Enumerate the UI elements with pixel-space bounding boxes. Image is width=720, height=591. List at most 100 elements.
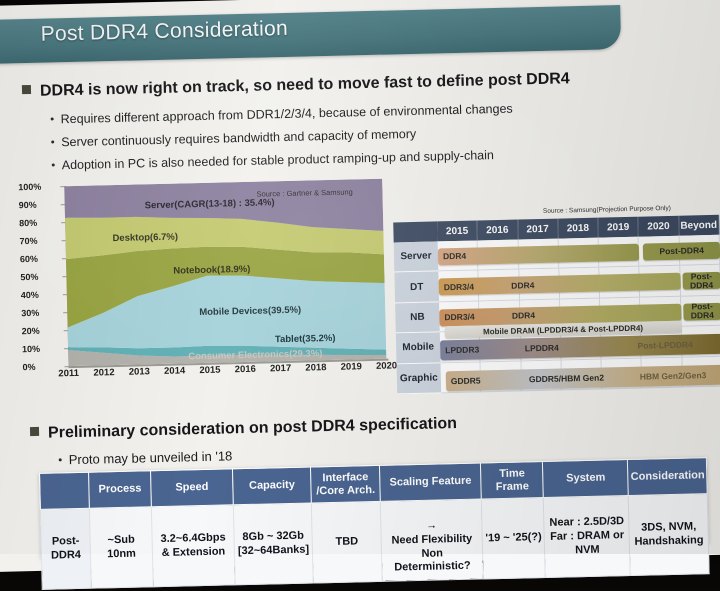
spec-header-time-frame: Time Frame [480,461,544,500]
stacked-area-svg [64,178,387,367]
chart-plot-area [64,178,387,367]
roadmap-bar-dt-1: Post- DDR4 [682,271,720,290]
chart-ytick [64,366,70,368]
chart-xtick-label: 2012 [93,367,115,379]
roadmap-corner-cell [393,221,438,243]
chart-xtick-label: 2020 [375,360,398,372]
spec-header-process: Process [88,470,152,509]
roadmap-col-header-2018: 2018 [558,217,599,239]
area-series-consumer-electronics-29-3 [68,349,387,367]
chart-ytick-label: 80% [19,217,38,229]
spec-cell-scaling-feature: → Need Flexibility Non Deterministic? [380,499,484,582]
roadmap-bar-label: Post-DDR4 [690,302,715,321]
spec-cell-capacity: 8Gb ~ 32Gb [32~64Banks] [233,503,314,585]
dot-bullet-icon [51,140,55,144]
roadmap-bar-label: HBM Gen2/Gen3 [639,369,707,382]
chart-xtick-label: 2014 [163,365,186,377]
spec-header-scaling-feature: Scaling Feature [379,462,482,502]
spec-cell-speed: 3.2~6.4Gbps & Extension [151,505,236,587]
spec-cell-process: ~Sub 10nm [89,507,154,589]
roadmap-bar-label: Post-LPDDR4 [637,339,693,352]
chart-ytick-label: 0% [22,361,36,373]
roadmap-bar-nb-1: Post- DDR4 [682,302,720,321]
spec-header-blank [39,472,90,510]
section1-bullet-2: Server continuously requires bandwidth a… [51,127,416,150]
roadmap-col-header-2019: 2019 [598,216,640,238]
roadmap-bar-label: GDDR5 [450,375,481,386]
dot-bullet-icon [51,163,55,167]
chart-ytick-label: 10% [21,343,41,355]
area-label-notebook: Notebook(18.9%) [173,263,251,277]
roadmap-bar-label: DDR3/4 [443,281,475,292]
area-label-tablet: Tablet(35.2%) [274,332,336,346]
chart-ytick-label: 40% [20,289,39,301]
chart-xtick-label: 2019 [340,361,362,373]
dot-bullet-icon [58,458,62,462]
roadmap-col-header-2020: 2020 [638,215,680,237]
chart-ytick-label: 20% [21,325,40,337]
roadmap-col-header-2017: 2017 [517,218,559,240]
area-series-mobile-devices-39-5 [67,275,387,350]
chart-ytick-label: 70% [19,235,38,247]
area-series-tablet-35-2 [68,345,387,357]
chart-ytick-label: 60% [19,253,39,265]
section2-bullet-1: Proto may be unveiled in '18 [58,448,232,467]
dram-roadmap-table: Source : Samsung(Projection Purpose Only… [393,205,720,395]
spec-header-speed: Speed [150,468,234,508]
roadmap-bar-label: DDR4 [511,310,536,321]
roadmap-row-label-nb: NB [395,302,440,334]
roadmap-source-note: Source : Samsung(Projection Purpose Only… [542,204,671,215]
spec-header-capacity: Capacity [232,466,312,506]
spec-header-system: System [542,459,629,498]
spec-cell-name: Post- DDR4 [40,508,92,590]
chart-xtick-label: 2016 [234,363,256,376]
area-label-desktop: Desktop(6.7%) [112,231,179,245]
area-series-desktop-6-7 [65,216,384,260]
chart-xtick-label: 2017 [269,362,292,375]
square-bullet-icon [21,84,32,95]
chart-ytick-label: 50% [20,271,39,283]
spec-cell-consideration: 3DS, NVM, Handshaking [628,493,710,576]
roadmap-row-label-dt: DT [394,271,440,304]
chart-ytick-label: 90% [18,199,37,211]
roadmap-row-label-graphic: Graphic [396,362,442,395]
section1-heading: DDR4 is now right on track, so need to m… [21,70,570,101]
area-series-server-cagr-13-18-35-4 [64,178,384,231]
dot-bullet-icon [50,117,54,121]
section1-bullet-1: Requires different approach from DDR1/2/… [50,102,513,127]
roadmap-col-header-2016: 2016 [477,219,519,241]
roadmap-row-label-mobile: Mobile [395,332,441,365]
section2-heading: Preliminary consideration on post DDR4 s… [29,415,457,443]
chart-xtick-label: 2013 [128,366,151,378]
square-bullet-icon [29,426,40,437]
roadmap-bar-label: Post-DDR4 [659,244,704,256]
roadmap-bar-label: DDR4 [511,279,535,291]
memory-demand-area-chart: 0% 10% 20% 30% 40% 50% 60% 70% 80% 90% 100% 2011 20… [16,175,397,396]
chart-xtick-label: 2011 [58,367,80,380]
roadmap-bar-label: Post-DDR4 [689,271,714,290]
spec-header-interface: Interface/Core Arch. [310,465,381,504]
post-ddr4-spec-table: Process Speed Capacity Interface/Core Ar… [39,457,710,590]
chart-ytick-label: 100% [18,181,42,193]
area-series-notebook-18-9 [65,246,385,328]
roadmap-bar-label: DDR3/4 [444,311,475,323]
spec-table-row-post-ddr4: Post- DDR4 ~Sub 10nm 3.2~6.4Gbps & Extensio… [40,493,710,590]
roadmap-bar-server-1: Post-DDR4 [643,241,720,261]
chart-ytick-label: 30% [21,307,40,319]
section1-bullet-3: Adoption in PC is also needed for stable… [51,148,494,172]
spec-cell-time-frame: '19 ~ '25(?) [481,497,546,579]
roadmap-bar-label: Mobile DRAM (LPDDR3/4 & Post-LPDDR4) [482,323,644,337]
roadmap-col-header-2015: 2015 [437,220,478,242]
spec-cell-system: Near : 2.5D/3D Far : DRAM or NVM [543,495,631,578]
chart-xtick-label: 2018 [305,362,327,374]
roadmap-bar-label: DDR4 [442,250,467,262]
roadmap-col-header-beyond: Beyond [678,214,720,236]
spec-header-consideration: Consideration [627,457,708,496]
roadmap-bar-label: LPDDR3 [445,344,480,356]
roadmap-bar-label: LPDDR4 [524,342,559,354]
roadmap-bar-label: GDDR5/HBM Gen2 [528,372,605,385]
roadmap-row-label-server: Server [393,241,439,273]
chart-xtick-label: 2015 [199,364,221,377]
spec-cell-interface: TBD [311,501,383,583]
